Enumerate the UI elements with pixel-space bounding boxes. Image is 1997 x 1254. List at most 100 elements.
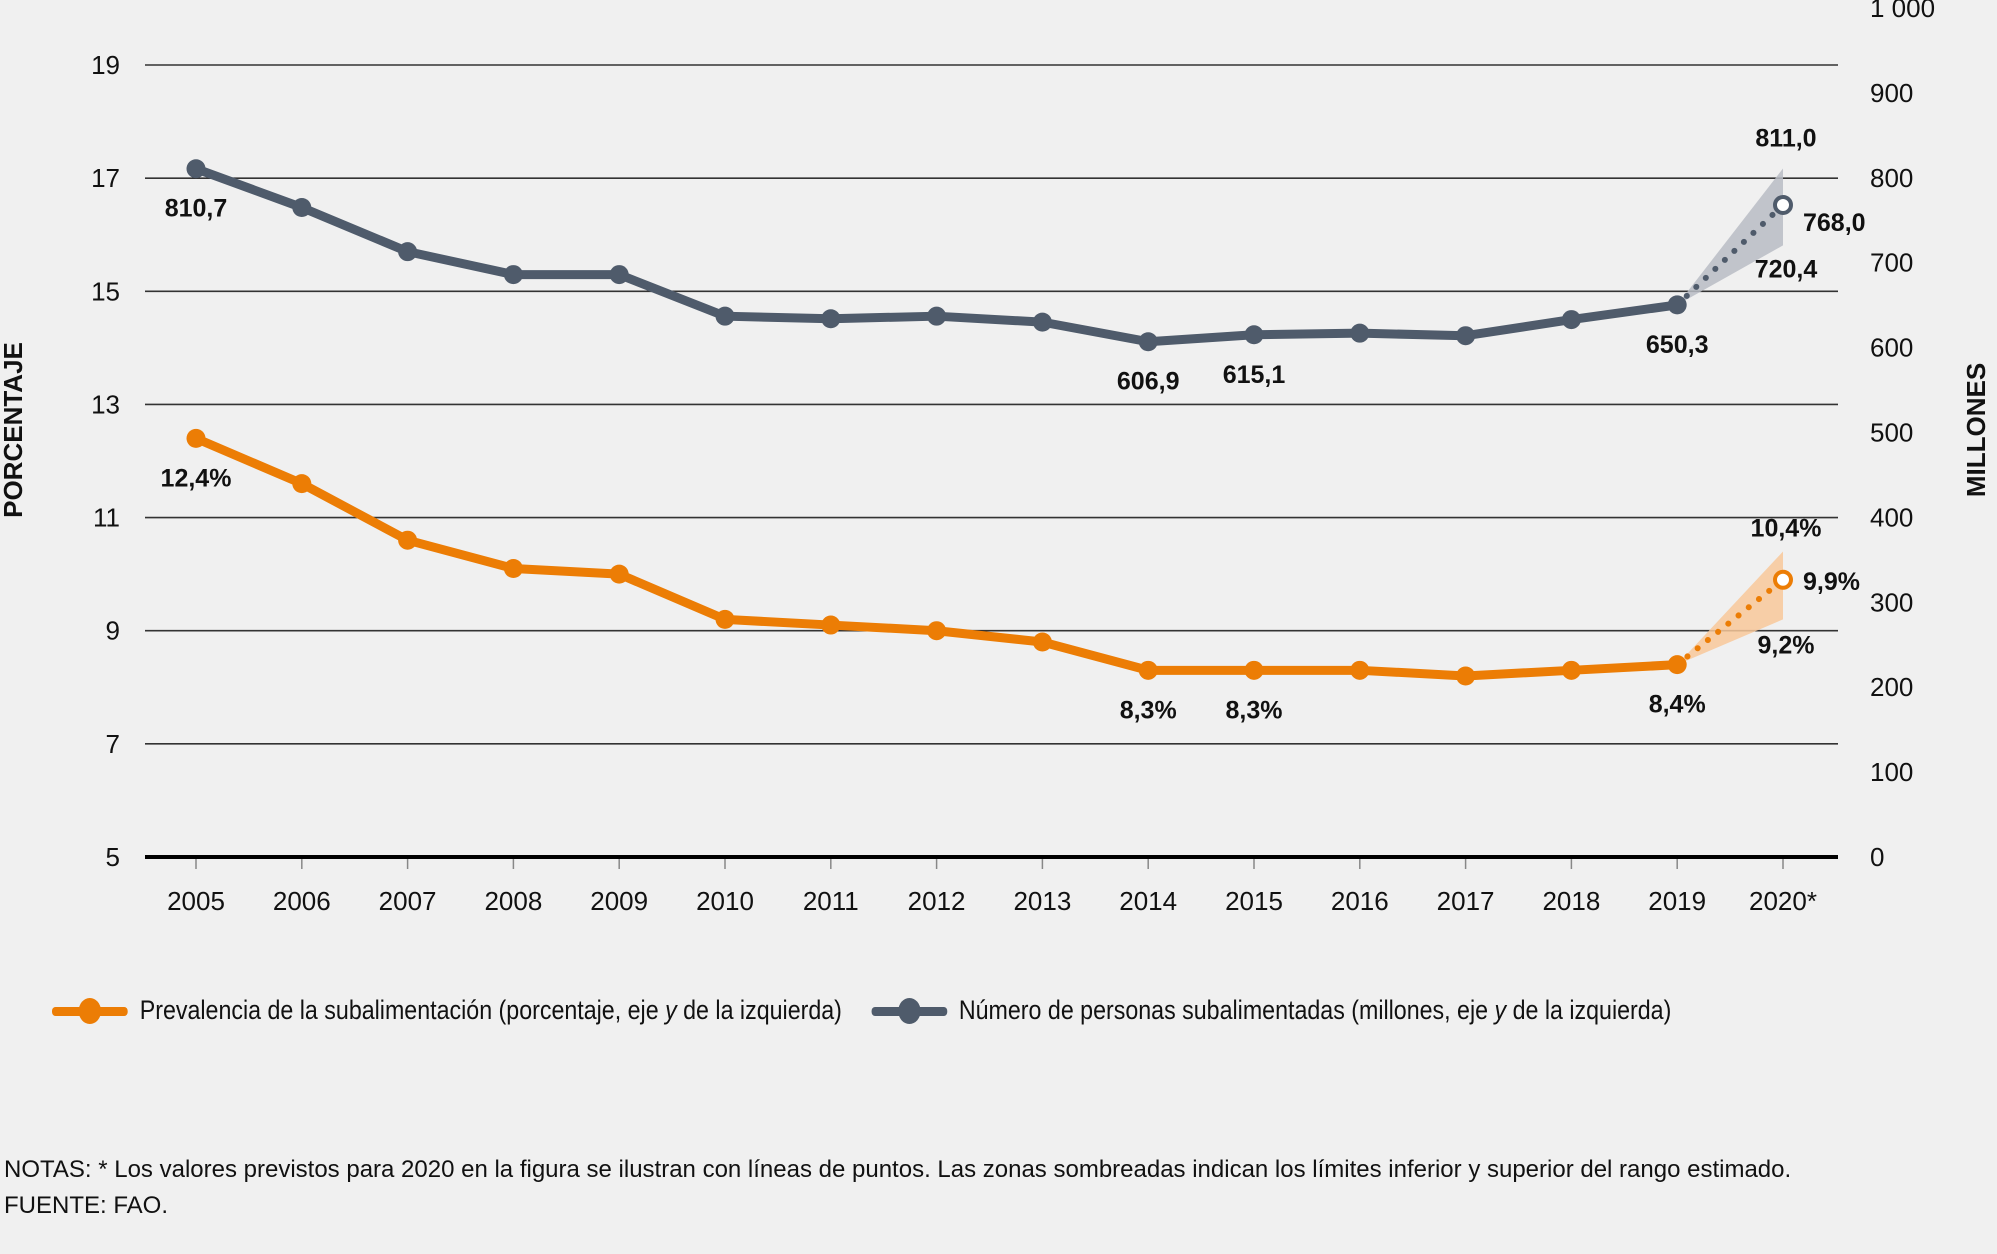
x-tick-label: 2018 <box>1542 886 1600 916</box>
data-point <box>1244 325 1264 345</box>
data-point <box>398 530 418 550</box>
x-tick-label: 2010 <box>696 886 754 916</box>
data-point <box>1456 326 1476 346</box>
range-low-label: 720,4 <box>1755 255 1818 283</box>
range-high-label: 10,4% <box>1751 515 1822 543</box>
x-axis: 2005 2006 2007 2008 2009 2010 2011 2012 2013 2014… <box>145 855 1838 916</box>
right-tick-label: 900 <box>1870 78 1913 108</box>
projected-point <box>1773 194 1793 215</box>
right-tick-label: 400 <box>1870 502 1913 532</box>
x-tick-label: 2019 <box>1648 886 1706 916</box>
data-point <box>292 198 312 218</box>
data-point <box>186 428 206 448</box>
x-tick-label: 2013 <box>1013 886 1071 916</box>
chart-notes: NOTAS: * Los valores previstos para 2020… <box>4 1152 1994 1224</box>
gray-line-marker-icon <box>871 997 947 1025</box>
data-point <box>821 309 841 329</box>
data-label: 8,3% <box>1120 696 1177 724</box>
projection-line-0 <box>1674 576 1786 668</box>
legend-label-number: Número de personas subalimentadas (millo… <box>958 995 1672 1025</box>
forecast-band-0 <box>1677 551 1783 665</box>
data-point <box>1350 660 1370 680</box>
data-point <box>927 621 947 641</box>
forecast-band-1 <box>1677 168 1783 305</box>
legend-item-prevalence: Prevalencia de la subalimentación (porce… <box>52 995 842 1026</box>
projection-line-1 <box>1674 201 1786 308</box>
data-point <box>186 159 206 179</box>
legend: Prevalencia de la subalimentación (porce… <box>52 995 1701 1026</box>
left-tick-label: 15 <box>91 276 120 306</box>
data-point <box>927 306 947 326</box>
left-tick-label: 5 <box>106 842 120 872</box>
x-tick-label: 2006 <box>273 886 331 916</box>
gridlines <box>145 64 1838 745</box>
data-label: 8,3% <box>1226 696 1283 724</box>
right-tick-label: 500 <box>1870 418 1913 448</box>
data-label: 9,9% <box>1803 568 1860 596</box>
x-tick-label: 2005 <box>167 886 225 916</box>
data-point <box>1138 332 1158 352</box>
x-tick-label: 2009 <box>590 886 648 916</box>
data-label: 650,3 <box>1646 331 1709 359</box>
x-tick-label: 2016 <box>1331 886 1389 916</box>
left-tick-label: 19 <box>91 50 120 80</box>
data-point <box>715 609 735 629</box>
left-axis-title: PORCENTAJE <box>0 342 28 518</box>
left-axis-ticks: 5 7 9 11 13 15 17 19 <box>91 50 120 872</box>
data-point <box>1138 660 1158 680</box>
right-tick-label: 0 <box>1870 842 1884 872</box>
data-label: 12,4% <box>161 464 232 492</box>
data-point <box>1032 312 1052 332</box>
left-tick-label: 7 <box>106 729 120 759</box>
data-point <box>715 306 735 326</box>
right-tick-label: 300 <box>1870 587 1913 617</box>
data-label: 8,4% <box>1649 691 1706 719</box>
data-point <box>503 265 523 285</box>
legend-label-prevalence: Prevalencia de la subalimentación (porce… <box>139 995 842 1025</box>
data-point <box>503 558 523 578</box>
orange-line-marker-icon <box>52 997 128 1025</box>
data-point <box>1667 655 1687 675</box>
x-tick-label: 2014 <box>1119 886 1177 916</box>
data-point <box>821 615 841 635</box>
data-point <box>1561 310 1581 330</box>
data-labels: 12,4% 8,3% 8,3% 8,4% 9,9% 10,4% 9,2% 810,7 606,9… <box>161 124 1866 724</box>
right-axis-title: MILLONES <box>1961 363 1991 497</box>
data-point <box>609 564 629 584</box>
data-point <box>1456 666 1476 686</box>
x-tick-label: 2012 <box>908 886 966 916</box>
data-point <box>1350 323 1370 343</box>
data-point <box>1667 295 1687 315</box>
left-tick-label: 17 <box>91 163 120 193</box>
right-tick-label: 700 <box>1870 248 1913 278</box>
legend-item-number: Número de personas subalimentadas (millo… <box>871 995 1671 1026</box>
right-axis-ticks: 0 100 200 300 400 500 600 700 800 900 1 000 <box>1870 0 1935 872</box>
data-label: 810,7 <box>165 195 228 223</box>
right-tick-label: 200 <box>1870 672 1913 702</box>
data-point <box>292 474 312 494</box>
x-tick-label: 2011 <box>803 886 859 916</box>
x-tick-label: 2017 <box>1437 886 1495 916</box>
right-tick-label: 800 <box>1870 163 1913 193</box>
left-tick-label: 13 <box>91 389 120 419</box>
data-label: 606,9 <box>1117 368 1180 396</box>
x-tick-label: 2020* <box>1749 886 1817 916</box>
data-point <box>1244 660 1264 680</box>
range-high-label: 811,0 <box>1755 124 1816 152</box>
range-low-label: 9,2% <box>1758 631 1815 659</box>
right-tick-label: 600 <box>1870 333 1913 363</box>
line-chart: 5 7 9 11 13 15 17 19 0 100 200 300 400 500 600 700 800 9… <box>0 0 1991 916</box>
projected-point <box>1773 569 1793 590</box>
x-tick-label: 2015 <box>1225 886 1283 916</box>
source-text: FUENTE: FAO. <box>4 1192 169 1219</box>
data-label: 615,1 <box>1223 361 1286 389</box>
left-tick-label: 11 <box>93 503 120 533</box>
data-point <box>398 242 418 262</box>
x-tick-label: 2007 <box>379 886 437 916</box>
data-point <box>609 265 629 285</box>
data-label: 768,0 <box>1803 209 1866 237</box>
series-lines <box>186 159 1793 686</box>
right-tick-label: 1 000 <box>1870 0 1935 23</box>
data-point <box>1561 660 1581 680</box>
left-tick-label: 9 <box>106 616 120 646</box>
